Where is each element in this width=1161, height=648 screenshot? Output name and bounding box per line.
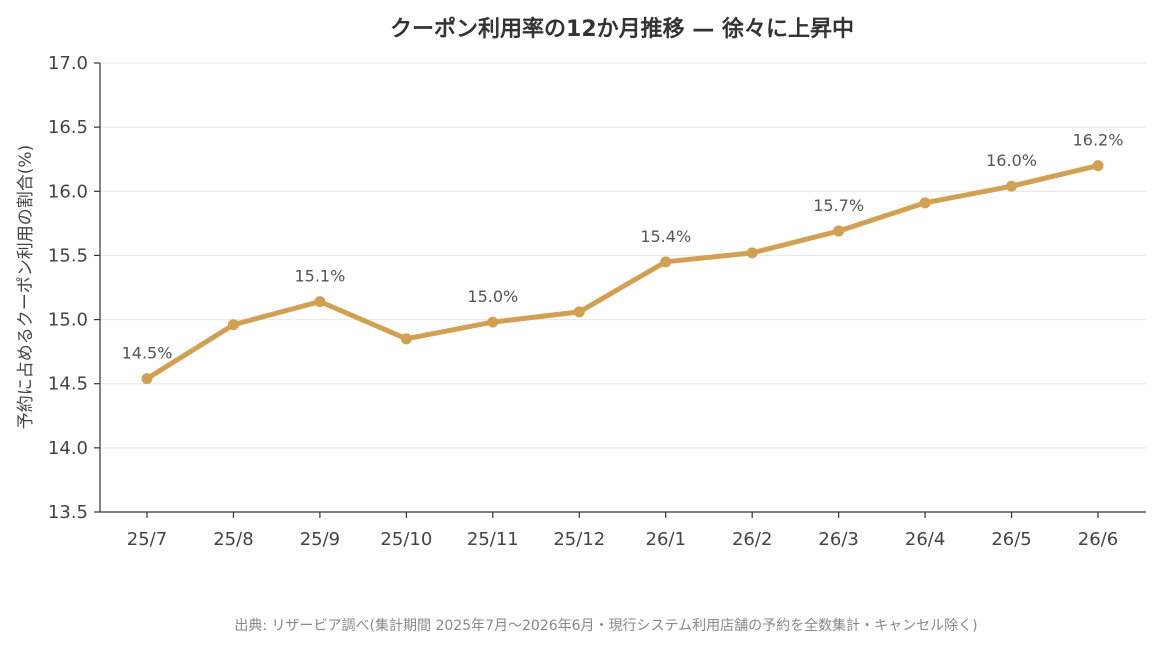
y-tick-label: 13.5 [48, 502, 88, 523]
data-point [919, 197, 931, 209]
x-tick-label: 26/2 [732, 529, 772, 550]
grid-lines [100, 62, 1146, 449]
data-label: 15.0% [467, 287, 518, 306]
x-tick-labels: 25/7 25/8 25/9 25/10 25/11 25/12 26/1 26/2 26/3 2… [127, 512, 1118, 550]
data-point [746, 247, 758, 259]
data-label: 16.0% [986, 151, 1037, 170]
series-line [144, 163, 1101, 382]
y-tick-label: 17.0 [48, 53, 88, 74]
data-point [660, 256, 672, 268]
x-tick-label: 25/8 [213, 529, 253, 550]
y-tick-label: 15.5 [48, 245, 88, 266]
data-label: 16.2% [1073, 131, 1124, 150]
data-label: 15.7% [813, 196, 864, 215]
source-note: 出典: リザービア調べ(集計期間 2025年7月〜2026年6月・現行システム利… [234, 617, 977, 634]
data-point [1092, 160, 1104, 172]
y-tick-label: 14.0 [48, 438, 88, 459]
x-tick-label: 25/12 [553, 529, 605, 550]
x-tick-label: 26/6 [1078, 529, 1118, 550]
data-label: 15.4% [640, 227, 691, 246]
y-tick-label: 16.5 [48, 117, 88, 138]
data-point [573, 306, 585, 318]
data-point [314, 296, 326, 308]
data-point [487, 316, 499, 328]
chart-title: クーポン利用率の12か月推移 — 徐々に上昇中 [390, 16, 854, 42]
x-tick-label: 25/11 [467, 529, 519, 550]
data-label: 14.5% [122, 344, 173, 363]
data-point [141, 373, 153, 385]
x-tick-label: 26/1 [646, 529, 686, 550]
y-tick-labels: 13.5 14.0 14.5 15.0 15.5 16.0 16.5 17.0 [48, 53, 100, 523]
data-points [141, 160, 1104, 385]
x-tick-label: 25/10 [380, 529, 432, 550]
y-axis-label: 予約に占めるクーポン利用の割合(%) [16, 145, 36, 429]
x-tick-label: 25/9 [300, 529, 340, 550]
x-tick-label: 26/5 [991, 529, 1031, 550]
data-point [833, 225, 845, 237]
data-point [227, 319, 239, 331]
data-point [1006, 180, 1018, 192]
data-labels: 14.5% 15.1% 15.0% 15.4% 15.7% 16.0% 16.2% [122, 131, 1124, 363]
data-label: 15.1% [294, 267, 345, 286]
y-tick-label: 14.5 [48, 374, 88, 395]
x-tick-label: 26/3 [818, 529, 858, 550]
y-tick-label: 15.0 [48, 310, 88, 331]
x-tick-label: 25/7 [127, 529, 167, 550]
x-tick-label: 26/4 [905, 529, 945, 550]
data-point [400, 333, 412, 345]
y-tick-label: 16.0 [48, 181, 88, 202]
